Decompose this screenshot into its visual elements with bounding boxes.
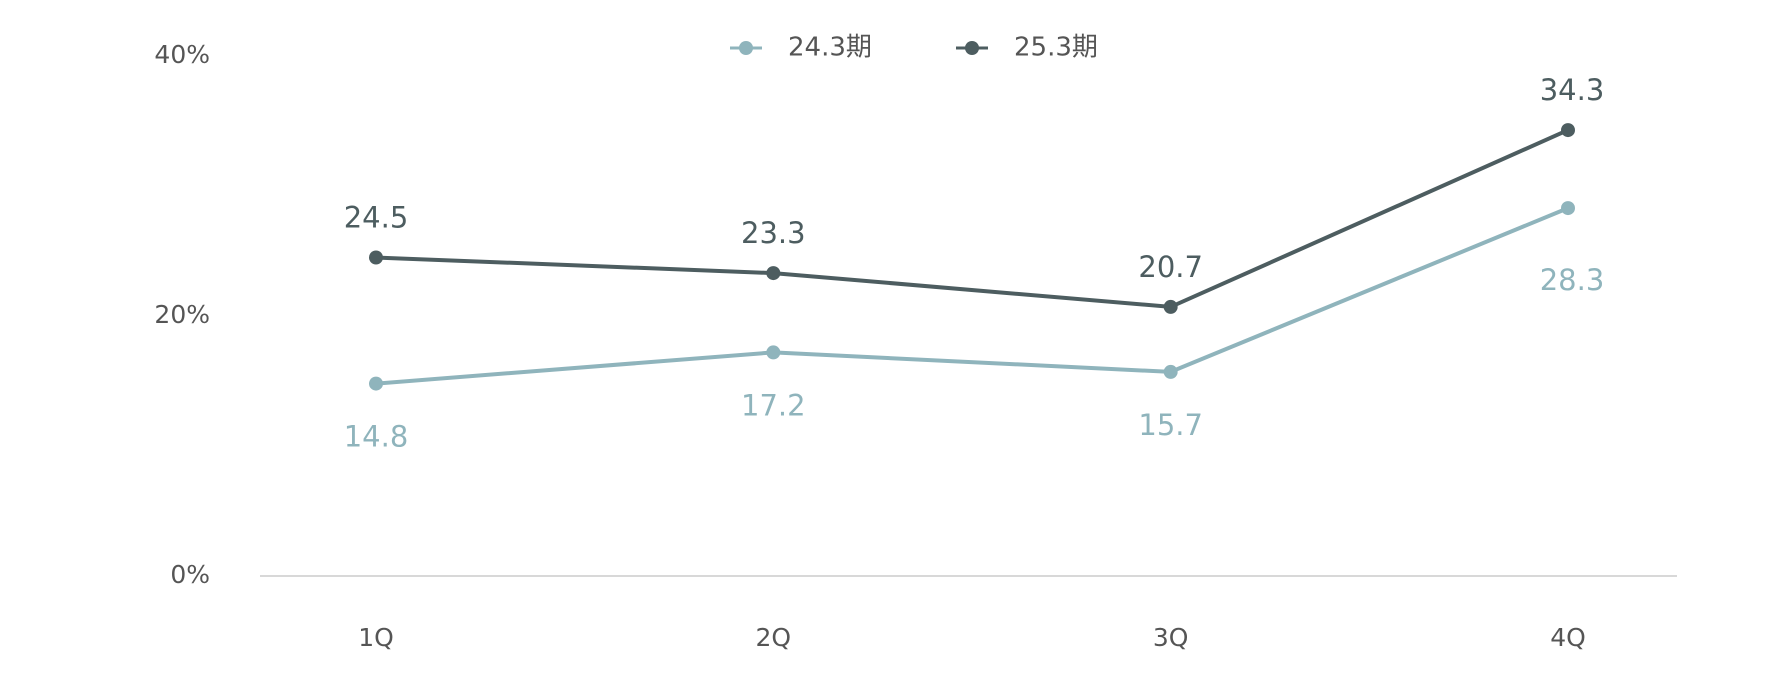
legend-label: 24.3期 [788,33,872,63]
legend-marker [739,41,753,55]
data-point [766,345,781,360]
x-tick-label: 2Q [756,623,792,652]
x-tick-label: 1Q [358,623,394,652]
data-point [1163,299,1178,314]
data-point [1561,201,1575,216]
data-point [766,266,781,281]
data-point [1561,123,1575,138]
x-tick-label: 4Q [1550,623,1586,652]
series-line [375,206,1569,386]
x-tick-label: 3Q [1153,623,1189,652]
data-point [1163,364,1178,379]
data-label: 20.7 [1138,250,1203,284]
y-tick-label: 20% [154,300,210,329]
legend-label: 25.3期 [1014,33,1098,63]
data-label: 24.5 [344,201,409,235]
y-tick-label: 40% [154,40,210,69]
data-point [369,250,383,265]
series-line [375,128,1569,309]
legend-marker [965,41,979,55]
data-point [369,376,383,391]
y-tick-label: 0% [170,560,210,589]
data-label: 34.3 [1540,73,1605,107]
data-label: 15.7 [1138,408,1203,442]
data-label: 14.8 [344,420,409,454]
data-label: 23.3 [741,216,806,250]
data-label: 17.2 [741,388,806,422]
data-label: 28.3 [1540,263,1605,297]
